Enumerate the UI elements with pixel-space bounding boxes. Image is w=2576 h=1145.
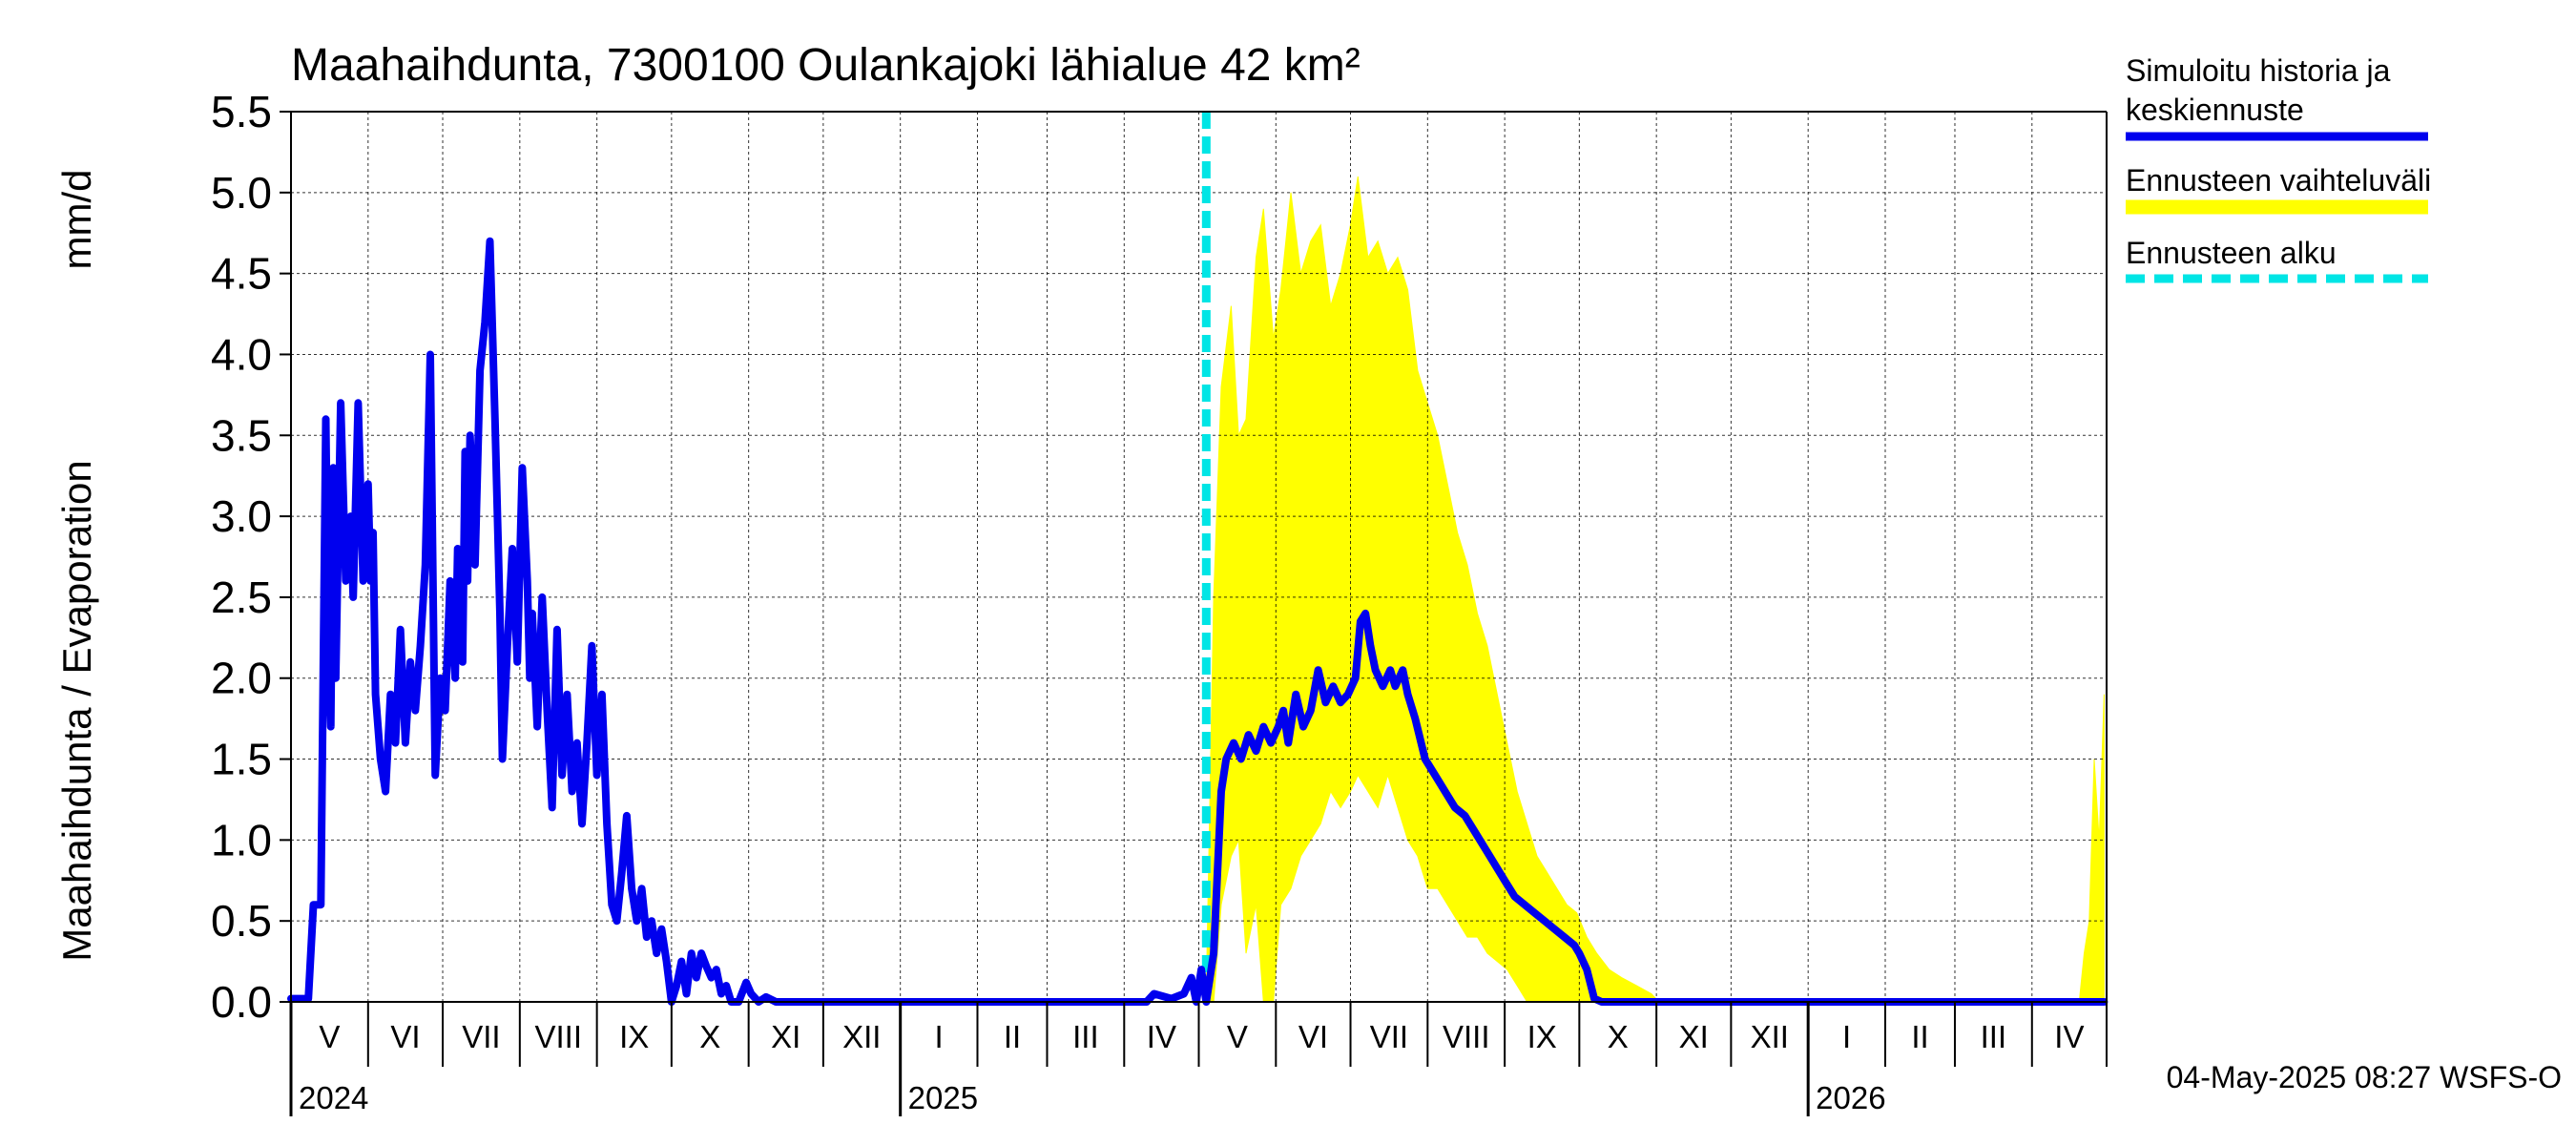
y-tick-label: 2.5 (211, 572, 272, 622)
x-month-label: I (934, 1019, 943, 1054)
x-month-label: X (1608, 1019, 1629, 1054)
x-month-label: XI (771, 1019, 800, 1054)
x-month-label: II (1911, 1019, 1928, 1054)
x-year-label: 2025 (908, 1080, 978, 1115)
axis-layer: 0.00.51.01.52.02.53.03.54.04.55.05.5V VI V… (211, 87, 2108, 1116)
y-axis-label: Maahaihdunta / Evaporation (54, 460, 99, 961)
x-year-label: 2026 (1816, 1080, 1885, 1115)
x-month-label: IV (2054, 1019, 2084, 1054)
y-tick-label: 4.0 (211, 329, 272, 379)
y-tick-label: 5.5 (211, 87, 272, 136)
x-month-label: X (699, 1019, 720, 1054)
y-tick-label: 1.0 (211, 815, 272, 864)
y-tick-label: 0.5 (211, 896, 272, 946)
simulated-series-line (287, 237, 2109, 1006)
x-month-label: XI (1679, 1019, 1709, 1054)
y-tick-label: 5.0 (211, 168, 272, 218)
legend-forecast-start-label: Ennusteen alku (2126, 236, 2337, 270)
x-month-label: I (1842, 1019, 1851, 1054)
x-month-label: VII (1370, 1019, 1408, 1054)
x-month-label: VIII (534, 1019, 582, 1054)
x-month-label: VII (462, 1019, 500, 1054)
x-month-label: III (1072, 1019, 1099, 1054)
x-month-label: XII (842, 1019, 881, 1054)
forecast-range-layer (1205, 176, 2105, 1003)
x-month-label: II (1004, 1019, 1021, 1054)
y-tick-label: 2.0 (211, 654, 272, 703)
legend-range-label: Ennusteen vaihteluväli (2126, 163, 2431, 198)
y-tick-label: 0.0 (211, 977, 272, 1027)
x-month-label: IV (1147, 1019, 1176, 1054)
x-month-label: IX (1527, 1019, 1557, 1054)
legend-simulated-label-line1: Simuloitu historia ja (2126, 53, 2391, 88)
legend: Simuloitu historia ja keskiennuste Ennus… (2126, 53, 2431, 283)
chart-title: Maahaihdunta, 7300100 Oulankajoki lähial… (291, 40, 1361, 91)
x-month-label: XII (1751, 1019, 1789, 1054)
grid-layer (291, 112, 2107, 1002)
forecast-range-band (1205, 176, 2105, 1003)
y-tick-label: 3.5 (211, 410, 272, 460)
y-tick-label: 3.0 (211, 491, 272, 541)
y-tick-label: 1.5 (211, 735, 272, 784)
x-year-label: 2024 (299, 1080, 368, 1115)
footer-timestamp: 04-May-2025 08:27 WSFS-O (2167, 1060, 2562, 1094)
x-month-label: V (1227, 1019, 1248, 1054)
x-month-label: III (1981, 1019, 2007, 1054)
y-tick-label: 4.5 (211, 249, 272, 299)
x-month-label: VI (1298, 1019, 1328, 1054)
x-month-label: VIII (1443, 1019, 1490, 1054)
x-month-label: VI (390, 1019, 420, 1054)
series-layer (287, 112, 2109, 1006)
x-month-label: V (319, 1019, 340, 1054)
y-axis-unit-label: mm/d (54, 170, 99, 270)
legend-simulated-label-line2: keskiennuste (2126, 93, 2304, 127)
x-month-label: IX (619, 1019, 649, 1054)
